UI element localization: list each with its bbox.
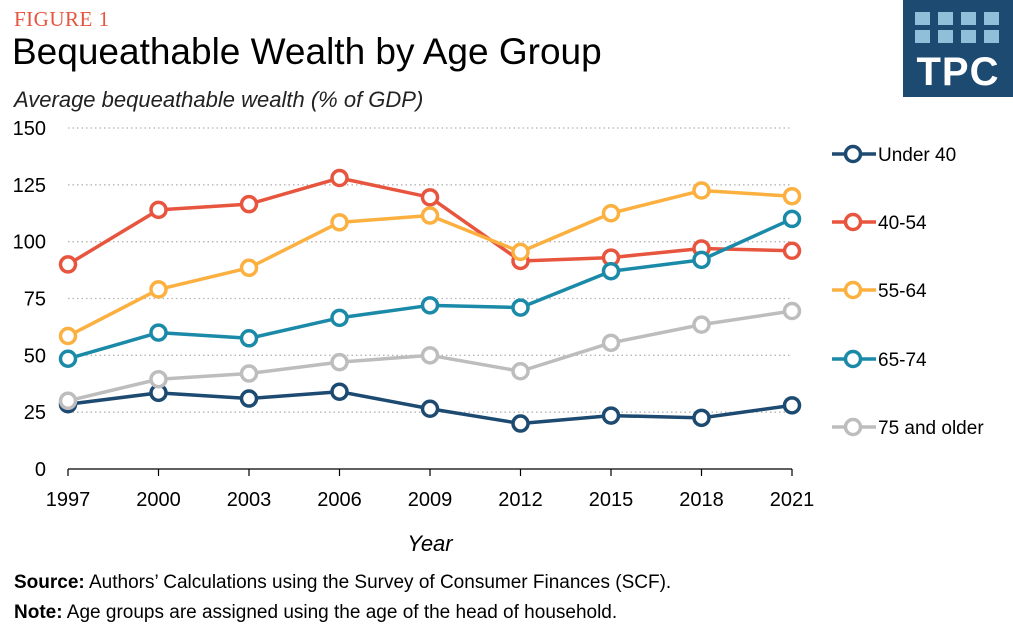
chart-title: Bequeathable Wealth by Age Group [12,31,602,72]
legend-label: 65-74 [878,350,927,371]
x-tick-label: 2015 [589,489,634,511]
data-point-40-54 [149,200,168,220]
footer-source: Source: Authors’ Calculations using the … [14,572,671,594]
y-tick-label: 25 [24,402,46,424]
legend-item-under-40: Under 40 [832,144,956,166]
figure-label: FIGURE 1 [14,7,110,31]
series-lines [58,168,802,433]
data-point-40-54 [420,188,440,207]
legend-swatch-marker [843,280,863,300]
note-text: Age groups are assigned using the age of… [62,602,618,623]
series-75-and-older [58,301,802,411]
data-point-75-and-older [420,346,440,365]
data-point-75-and-older [149,369,168,389]
x-axis: 1997 2000 2003 2006 2009 2012 2015 2018 2021 [46,468,815,511]
data-point-75-and-older [692,315,711,334]
data-point-under-40 [420,399,440,419]
chart-subtitle: Average bequeathable wealth (% of GDP) [14,87,424,112]
data-point-65-74 [601,261,621,281]
note-label: Note: [14,602,63,623]
data-point-under-40 [511,414,530,433]
legend-label: 55-64 [878,281,927,302]
logo-text: TPC [916,50,1000,94]
legend-swatch-marker [843,144,863,164]
data-point-under-40 [330,382,349,401]
data-point-75-and-older [239,364,259,383]
legend-label: 40-54 [878,213,927,234]
series-40-54 [58,168,802,274]
data-point-under-40 [239,389,259,408]
x-tick-label: 2003 [227,489,272,511]
x-tick-label: 2009 [408,489,453,511]
legend-label: 75 and older [878,418,984,439]
x-tick-label: 2012 [498,489,543,511]
x-tick-label: 1997 [46,489,91,511]
data-point-under-40 [692,408,711,428]
source-label: Source: [14,572,85,593]
tpc-logo: TPC [903,0,1013,97]
legend-item-40-54: 40-54 [832,212,927,234]
data-point-55-64 [58,326,78,346]
data-point-40-54 [782,241,802,261]
source-text: Authors’ Calculations using the Survey o… [84,572,672,593]
data-point-75-and-older [330,352,349,372]
data-point-65-74 [58,349,78,368]
legend-label: Under 40 [878,145,956,166]
data-point-55-64 [330,213,349,232]
y-axis-ticks: 0 25 50 75 100 125 150 [13,118,46,481]
series-under-40 [58,382,802,433]
data-point-75-and-older [601,333,621,353]
x-tick-label: 2021 [770,489,815,511]
data-point-55-64 [239,258,259,278]
data-point-55-64 [601,204,621,223]
data-point-40-54 [58,255,78,274]
legend-item-75-and-older: 75 and older [832,417,984,439]
data-point-55-64 [149,280,168,299]
data-point-75-and-older [511,361,530,381]
legend-item-65-74: 65-74 [832,349,927,371]
data-point-40-54 [239,194,259,214]
logo-squares [915,12,1005,44]
data-point-65-74 [782,209,802,229]
x-axis-label: Year [407,531,454,556]
data-point-55-64 [511,242,530,262]
series-line-65-74 [67,217,793,361]
data-point-55-64 [692,181,711,200]
x-tick-label: 2000 [136,489,181,511]
legend-swatch-marker [843,349,863,369]
legend-swatch-marker [843,212,863,232]
data-point-under-40 [601,406,621,425]
data-point-65-74 [692,250,711,270]
footer-note: Note: Age groups are assigned using the … [14,602,617,624]
grid-lines [68,127,792,413]
data-point-65-74 [330,308,349,328]
line-chart: 0 25 50 75 100 125 150 1997 2000 2003 2006 2009 201… [13,118,985,556]
data-point-under-40 [782,396,802,415]
data-point-65-74 [149,323,168,342]
series-65-74 [58,209,802,368]
data-point-40-54 [330,168,349,188]
data-point-55-64 [420,206,440,225]
y-tick-label: 0 [35,459,46,481]
legend-swatch-marker [843,417,863,437]
data-point-75-and-older [58,391,78,411]
data-point-65-74 [420,296,440,315]
y-tick-label: 50 [24,345,46,367]
data-point-75-and-older [782,301,802,321]
x-tick-label: 2018 [679,489,724,511]
data-point-65-74 [511,298,530,317]
y-tick-label: 75 [24,289,46,311]
data-point-55-64 [782,186,802,206]
x-tick-label: 2006 [317,489,362,511]
legend-item-55-64: 55-64 [832,280,927,302]
series-55-64 [58,181,802,346]
legend: Under 40 40-54 55-64 65-74 75 and older [832,144,984,439]
y-tick-label: 125 [13,175,46,197]
data-point-65-74 [239,329,259,348]
y-tick-label: 150 [13,118,46,140]
y-tick-label: 100 [13,232,46,254]
